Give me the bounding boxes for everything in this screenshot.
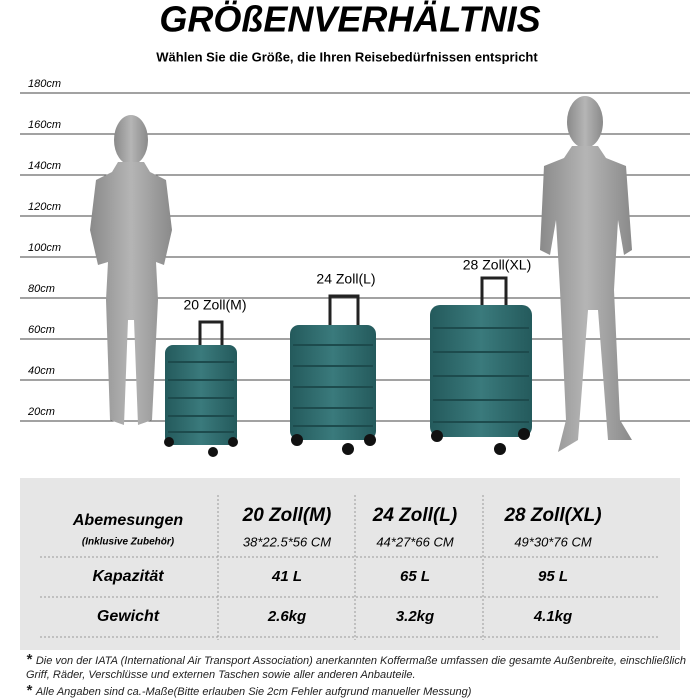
- cell: 2.6kg: [267, 608, 306, 625]
- note-marker: *: [26, 651, 32, 668]
- size-label: 24 Zoll(L): [316, 271, 375, 287]
- height-label: 180cm: [28, 78, 61, 90]
- note: * Die von der IATA (International Air Tra…: [26, 651, 686, 682]
- cell: 95 L: [538, 568, 568, 585]
- row-label: Kapazität: [92, 568, 164, 585]
- table: 20 Zoll(M) 38*22.5*56 CM 24 Zoll(L) 44*27*6…: [92, 505, 601, 625]
- row-label: Gewicht: [97, 608, 160, 625]
- height-label: 140cm: [28, 160, 61, 172]
- suitcase-xl: [430, 276, 532, 455]
- cell: 4.1kg: [533, 608, 572, 625]
- cell: 65 L: [400, 568, 430, 585]
- height-label: 80cm: [28, 283, 55, 295]
- note-text: Alle Angaben sind ca.-Maße(Bitte erlaube…: [35, 686, 472, 698]
- note: * Alle Angaben sind ca.-Maße(Bitte erlaub…: [26, 682, 686, 699]
- cell: 41 L: [271, 568, 302, 585]
- column-header: 20 Zoll(M): [242, 505, 332, 526]
- size-label: 20 Zoll(M): [183, 297, 246, 313]
- note-text: Die von der IATA (International Air Tran…: [26, 655, 686, 681]
- man-silhouette: [540, 96, 632, 452]
- title: GRÖßENVERHÄLTNIS: [159, 0, 540, 40]
- row-subheader: (Inklusive Zubehör): [82, 537, 175, 548]
- height-label: 20cm: [27, 406, 55, 418]
- table-rules: [40, 495, 660, 640]
- subtitle: Wählen Sie die Größe, die Ihren Reisebed…: [156, 49, 538, 64]
- table-background: [20, 478, 680, 650]
- height-label: 160cm: [28, 119, 61, 131]
- dimensions: 38*22.5*56 CM: [243, 534, 331, 549]
- woman-silhouette: [90, 115, 172, 425]
- column-header: 28 Zoll(XL): [503, 505, 601, 526]
- dimensions: 49*30*76 CM: [514, 534, 591, 549]
- row-header: Abemesungen: [72, 512, 183, 529]
- suitcase-m: [164, 320, 238, 457]
- height-label: 100cm: [28, 242, 61, 254]
- note-marker: *: [26, 682, 32, 699]
- cell: 3.2kg: [396, 608, 434, 625]
- column-header: 24 Zoll(L): [372, 505, 457, 526]
- height-label: 40cm: [28, 365, 55, 377]
- size-label: 28 Zoll(XL): [463, 257, 531, 273]
- dimensions: 44*27*66 CM: [376, 534, 453, 549]
- height-label: 120cm: [28, 201, 61, 213]
- suitcase-l: [290, 294, 376, 455]
- height-label: 60cm: [28, 324, 55, 336]
